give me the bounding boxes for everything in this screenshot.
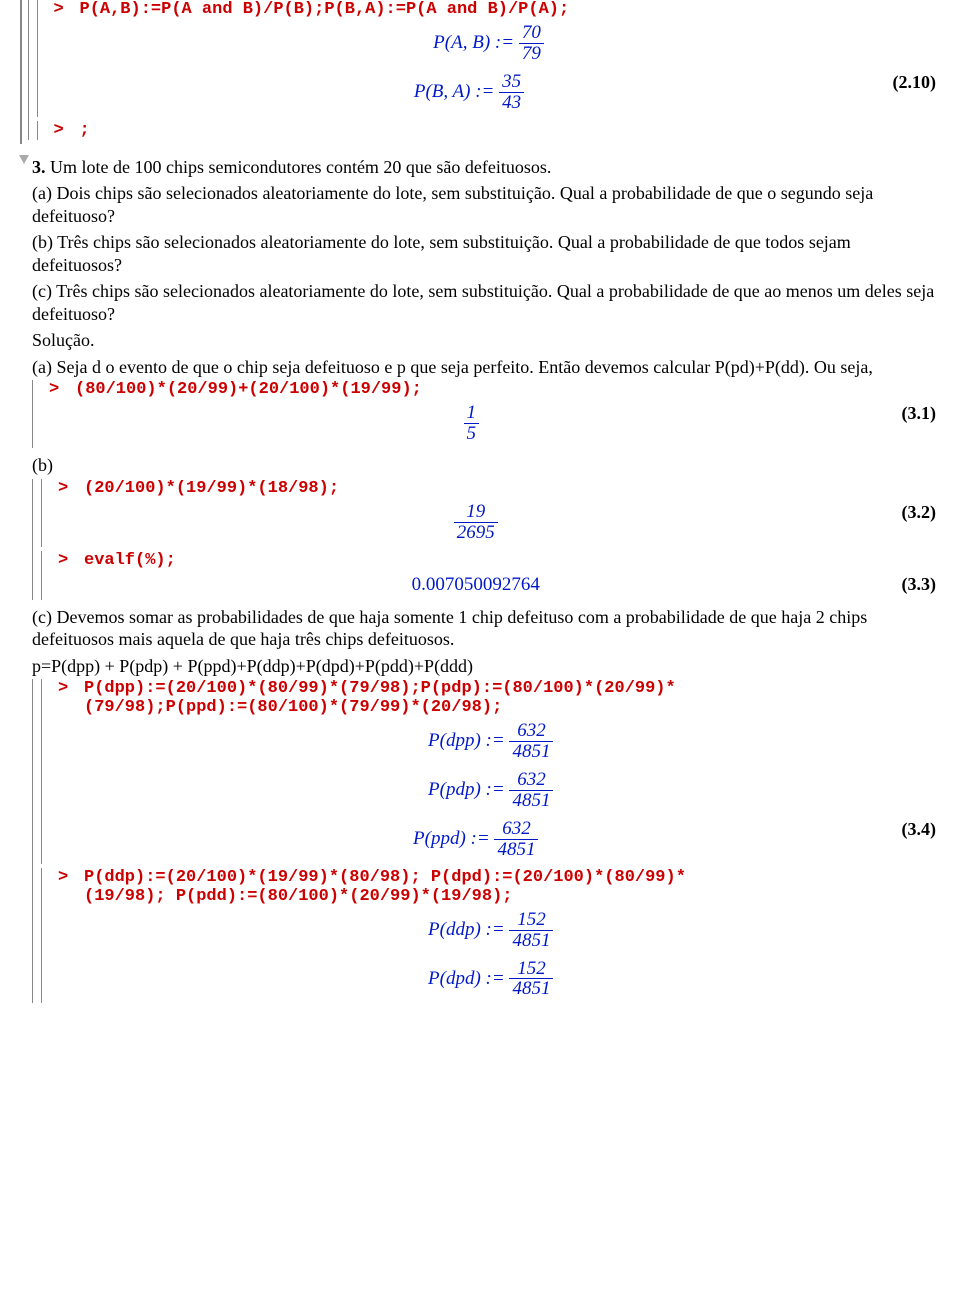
output-3-1: 15 (3.1): [41, 399, 940, 448]
output-3-4a: P(dpp) := 6324851: [50, 717, 940, 766]
maple-prompt: >: [41, 380, 75, 399]
input-row[interactable]: > P(A,B):=P(A and B)/P(B);P(B,A):=P(A an…: [46, 0, 941, 19]
eq-label: (2.10): [893, 72, 941, 113]
input-row[interactable]: > P(ddp):=(20/100)*(19/99)*(80/98); P(dp…: [50, 868, 940, 906]
eq-label: (3.1): [902, 403, 941, 444]
maple-prompt: >: [46, 121, 80, 140]
section-toggle-icon[interactable]: [18, 154, 32, 1008]
eq-label-placeholder: [932, 23, 941, 64]
maple-input[interactable]: (20/100)*(19/99)*(18/98);: [84, 479, 940, 498]
solution-c-formula: p=P(dpp) + P(pdp) + P(ppd)+P(ddp)+P(dpd)…: [32, 653, 940, 680]
doc-content: > P(A,B):=P(A and B)/P(B);P(B,A):=P(A an…: [20, 0, 940, 144]
decimal-output: 0.007050092764: [412, 574, 540, 595]
eq-label: (3.2): [902, 502, 941, 543]
input-row[interactable]: > P(dpp):=(20/100)*(80/99)*(79/98);P(pdp…: [50, 679, 940, 717]
maple-prompt: >: [50, 868, 84, 887]
maple-input[interactable]: P(ddp):=(20/100)*(19/99)*(80/98); P(dpd)…: [84, 868, 940, 906]
exec-block-2-10: > P(A,B):=P(A and B)/P(B);P(B,A):=P(A an…: [28, 0, 941, 140]
input-row[interactable]: > (20/100)*(19/99)*(18/98);: [50, 479, 940, 498]
output-3-5b: P(dpd) := 1524851: [50, 955, 940, 1004]
label-b: (b): [32, 452, 940, 479]
output-3-3: 0.007050092764 (3.3): [50, 570, 940, 600]
question-3b: (b) Três chips são selecionados aleatori…: [32, 229, 940, 278]
output-3-4b: P(pdp) := 6324851: [50, 766, 940, 815]
maple-prompt: >: [46, 0, 80, 19]
exec-block-3-1: > (80/100)*(20/99)+(20/100)*(19/99); 15 …: [32, 380, 940, 448]
maple-prompt: >: [50, 551, 84, 570]
maple-input[interactable]: P(A,B):=P(A and B)/P(B);P(B,A):=P(A and …: [80, 0, 941, 19]
eq-label: (3.3): [902, 574, 941, 596]
output-3-5a: P(ddp) := 1524851: [50, 906, 940, 955]
exec-block-3-4-5: > P(dpp):=(20/100)*(80/99)*(79/98);P(pdp…: [32, 679, 940, 1003]
output-2-10a: P(A, B) := 7079: [46, 19, 941, 68]
input-row-empty[interactable]: > ;: [46, 121, 941, 140]
input-row[interactable]: > (80/100)*(20/99)+(20/100)*(19/99);: [41, 380, 940, 399]
question-3-text: 3. Um lote de 100 chips semicondutores c…: [32, 154, 940, 181]
maple-input[interactable]: evalf(%);: [84, 551, 940, 570]
question-3c: (c) Três chips são selecionados aleatori…: [32, 278, 940, 327]
maple-input[interactable]: P(dpp):=(20/100)*(80/99)*(79/98);P(pdp):…: [84, 679, 940, 717]
output-3-4c: P(ppd) := 6324851 (3.4): [50, 815, 940, 864]
maple-input[interactable]: (80/100)*(20/99)+(20/100)*(19/99);: [75, 380, 940, 399]
solution-label: Solução.: [32, 327, 940, 354]
eq-label: (3.4): [902, 819, 941, 860]
maple-prompt: >: [50, 679, 84, 698]
output-var: P(B, A): [414, 81, 471, 102]
input-row[interactable]: > evalf(%);: [50, 551, 940, 570]
solution-c-text: (c) Devemos somar as probabilidades de q…: [32, 604, 940, 653]
output-var: P(A, B): [433, 32, 490, 53]
solution-a-text: (a) Seja d o evento de que o chip seja d…: [32, 354, 940, 381]
output-3-2: 192695 (3.2): [50, 498, 940, 547]
output-2-10b: P(B, A) := 3543 (2.10): [46, 68, 941, 117]
question-3a: (a) Dois chips são selecionados aleatori…: [32, 180, 940, 229]
maple-prompt: >: [50, 479, 84, 498]
section-3: 3. Um lote de 100 chips semicondutores c…: [20, 154, 940, 1008]
maple-input[interactable]: ;: [80, 121, 941, 140]
exec-block-3-2-3: > (20/100)*(19/99)*(18/98); 192695 (3.2)…: [32, 479, 940, 600]
